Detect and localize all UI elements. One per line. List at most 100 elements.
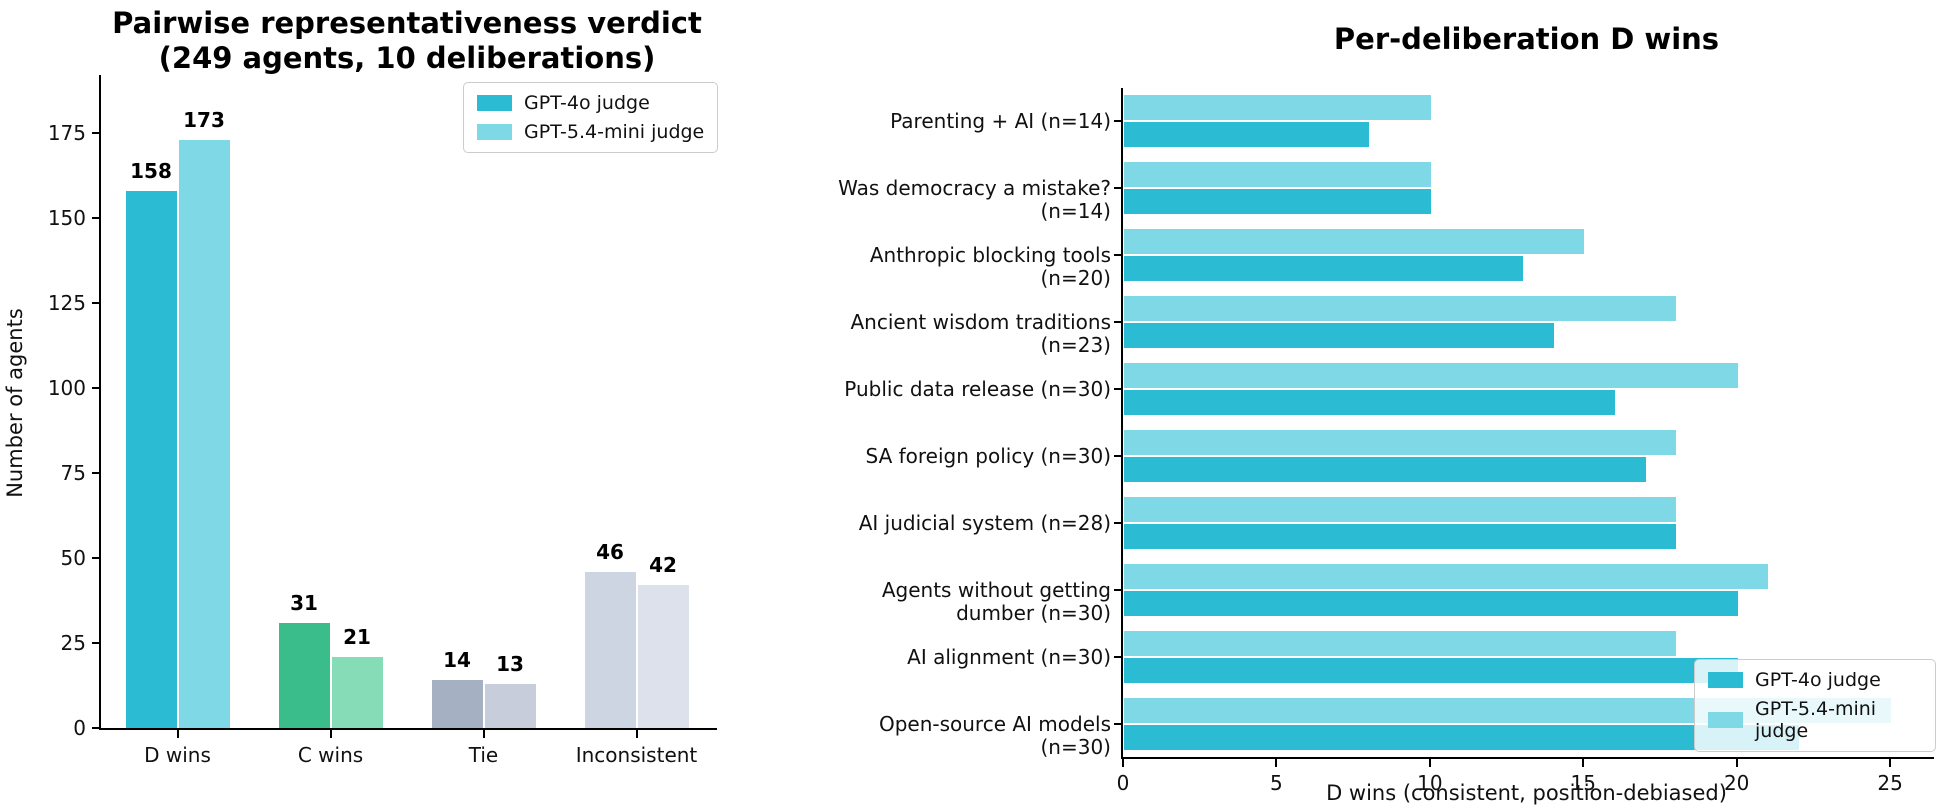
y-tick-mark [1114, 454, 1123, 457]
bar-gpt54mini [637, 585, 689, 728]
category-label: Was democracy a mistake? (n=14) [838, 176, 1111, 224]
legend-swatch-gpt54mini [1708, 712, 1743, 728]
y-tick-mark [92, 386, 101, 389]
x-tick-mark [176, 730, 179, 738]
x-tick-mark [329, 730, 332, 738]
category-label: SA foreign policy (n=30) [865, 443, 1111, 468]
y-tick-mark [92, 471, 101, 474]
left-chart-x-axis-spine [99, 728, 717, 730]
x-tick-mark [1889, 759, 1892, 767]
x-tick-mark [635, 730, 638, 738]
category-label: AI alignment (n=30) [907, 644, 1111, 669]
bar-gpt54mini [1124, 630, 1677, 656]
bar-gpt54mini [1124, 363, 1738, 389]
category-label: Open-source AI models (n=30) [878, 711, 1111, 759]
legend-label-gpt4o: GPT-4o judge [1755, 669, 1881, 691]
bar-gpt54mini [484, 683, 536, 728]
bar-gpt4o [431, 680, 483, 728]
category-label: Anthropic blocking tools (n=20) [869, 243, 1111, 291]
right-chart-x-axis-spine [1121, 757, 1934, 759]
bar-gpt4o [1124, 390, 1615, 416]
x-tick-mark [1428, 759, 1431, 767]
x-category-label: C wins [297, 743, 364, 767]
bar-value-label: 46 [596, 539, 624, 564]
y-tick-label: 175 [47, 120, 86, 145]
legend-swatch-gpt54mini [477, 124, 512, 140]
x-tick-label: 20 [1723, 771, 1750, 795]
bar-gpt4o [1124, 323, 1554, 349]
x-tick-mark [1275, 759, 1278, 767]
x-tick-mark [482, 730, 485, 738]
bar-value-label: 42 [649, 553, 677, 578]
bar-value-label: 158 [130, 158, 172, 183]
category-label: Parenting + AI (n=14) [890, 109, 1111, 134]
y-tick-mark [92, 641, 101, 644]
x-tick-mark [1582, 759, 1585, 767]
right-chart-x-axis-label: D wins (consistent, position-debiased) [1326, 781, 1727, 805]
left-chart-panel: Pairwise representativeness verdict (249… [0, 0, 806, 806]
bar-gpt54mini [1124, 95, 1431, 121]
legend-label-gpt4o: GPT-4o judge [524, 92, 650, 114]
x-tick-label: 10 [1417, 771, 1443, 795]
y-tick-mark [1114, 655, 1123, 658]
bar-gpt4o [1124, 724, 1800, 750]
legend-entry-gpt54mini: GPT-5.4-mini judge [477, 121, 704, 143]
y-tick-mark [1114, 321, 1123, 324]
right-chart-panel: Per-deliberation D wins 0 5 10 15 20 25 Parent… [806, 0, 1936, 806]
x-tick-label: 0 [1116, 771, 1130, 795]
bar-gpt4o [1124, 122, 1370, 148]
left-chart-title-line2: (249 agents, 10 deliberations) [158, 40, 656, 75]
right-legend: GPT-4o judge GPT-5.4-mini judge [1694, 659, 1936, 752]
x-tick-mark [1735, 759, 1738, 767]
right-chart-y-axis-spine [1121, 88, 1123, 759]
bar-value-label: 21 [343, 624, 371, 649]
bar-gpt54mini [1124, 296, 1677, 322]
y-tick-mark [1114, 588, 1123, 591]
bar-gpt54mini [178, 139, 230, 728]
legend-entry-gpt54mini: GPT-5.4-mini judge [1708, 698, 1922, 742]
x-category-label: Inconsistent [575, 743, 698, 767]
right-chart-title: Per-deliberation D wins [1333, 22, 1720, 56]
bar-gpt54mini [1124, 162, 1431, 188]
bar-gpt4o [1124, 456, 1646, 482]
bar-gpt4o [1124, 590, 1738, 616]
x-category-label: Tie [468, 743, 499, 767]
category-label: Public data release (n=30) [844, 377, 1111, 402]
y-tick-mark [92, 301, 101, 304]
y-tick-mark [1114, 521, 1123, 524]
left-legend: GPT-4o judge GPT-5.4-mini judge [463, 82, 719, 153]
y-tick-mark [92, 556, 101, 559]
legend-entry-gpt4o: GPT-4o judge [477, 92, 704, 114]
x-category-label: D wins [144, 743, 211, 767]
bar-gpt54mini [1124, 496, 1677, 522]
bar-gpt4o [584, 571, 636, 728]
bar-gpt54mini [331, 656, 383, 728]
legend-label-gpt54mini: GPT-5.4-mini judge [1755, 698, 1877, 742]
y-tick-mark [92, 727, 101, 729]
legend-label-gpt54mini: GPT-5.4-mini judge [524, 121, 705, 143]
y-tick-mark [1114, 254, 1123, 257]
category-label: AI judicial system (n=28) [858, 510, 1111, 535]
bar-gpt4o [1124, 189, 1431, 215]
bar-value-label: 14 [443, 648, 471, 673]
legend-swatch-gpt4o [477, 95, 512, 111]
y-tick-label: 150 [47, 205, 86, 230]
y-tick-label: 0 [73, 716, 86, 740]
x-tick-label: 15 [1570, 771, 1596, 795]
bar-value-label: 13 [496, 651, 524, 676]
y-tick-label: 125 [47, 290, 86, 315]
bar-value-label: 31 [290, 590, 318, 615]
bar-gpt54mini [1124, 563, 1769, 589]
x-tick-label: 5 [1270, 771, 1283, 795]
legend-swatch-gpt4o [1708, 672, 1743, 688]
y-tick-mark [92, 216, 101, 219]
x-tick-mark [1122, 759, 1124, 767]
bar-gpt4o [125, 190, 177, 728]
right-plot-area: 0 5 10 15 20 25 Parenting + AI (n=14) Was democ… [806, 0, 1936, 806]
y-tick-label: 25 [60, 630, 86, 655]
y-tick-mark [92, 131, 101, 134]
bar-gpt4o [1124, 256, 1523, 282]
y-tick-mark [1114, 187, 1123, 190]
y-tick-mark [1114, 120, 1123, 123]
